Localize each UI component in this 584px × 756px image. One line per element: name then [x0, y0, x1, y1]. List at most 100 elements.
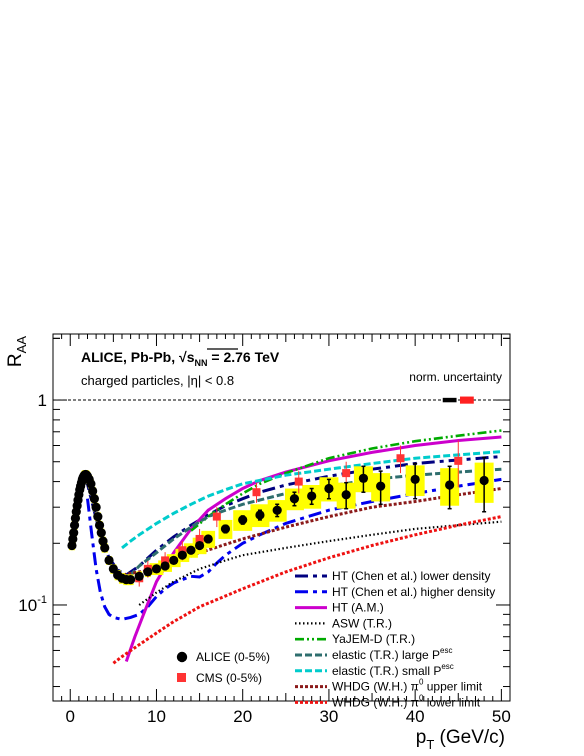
x-tick-label: 50	[492, 707, 511, 726]
alice-point	[255, 510, 265, 520]
y-tick-base: 10	[18, 596, 37, 615]
x-axis-title: pT (GeV/c)	[416, 727, 505, 752]
legend-label-text: WHDG (W.H.) π	[332, 680, 419, 694]
legend-label-text: ASW (T.R.)	[332, 616, 392, 630]
legend-label-suffix: upper limit	[423, 680, 482, 694]
chart-subtitle: charged particles, |η| < 0.8	[81, 373, 234, 388]
x-tick-label: 20	[233, 707, 252, 726]
alice-point	[89, 494, 99, 504]
alice-point	[86, 479, 96, 489]
alice-point	[186, 545, 196, 555]
cms-legend-label: CMS (0-5%)	[196, 671, 262, 685]
alice-point	[134, 571, 144, 581]
alice-point	[307, 491, 317, 501]
alice-point	[126, 574, 136, 585]
legend-label-sup: esc	[441, 662, 453, 671]
alice-point	[69, 520, 80, 530]
cms-point	[342, 469, 351, 478]
theory-legend: HT (Chen et al.) lower density HT (Chen e…	[295, 569, 495, 709]
legend-label-6: elastic (T.R.) small Pesc	[332, 662, 454, 678]
alice-legend-marker	[176, 651, 188, 663]
legend-label-2: HT (A.M.)	[332, 601, 384, 615]
alice-point	[238, 515, 248, 525]
legend-label-text: HT (Chen et al.) higher density	[332, 585, 495, 599]
alice-point	[88, 486, 98, 496]
alice-point	[289, 494, 300, 504]
alice-point	[410, 474, 420, 484]
cms-point	[212, 512, 221, 521]
sqrt-symbol: √	[179, 349, 187, 365]
alice-point	[143, 567, 153, 577]
alice-point	[445, 480, 455, 490]
theory-curve-4	[190, 429, 502, 532]
legend-label-text: elastic (T.R.) large P	[332, 648, 440, 662]
cms-point	[178, 546, 187, 555]
theory-curves	[84, 429, 502, 665]
alice-point	[272, 505, 282, 515]
x-tick-label: 40	[406, 707, 425, 726]
legend-label-1: HT (Chen et al.) higher density	[332, 585, 495, 599]
x-tick-label: 0	[66, 707, 75, 726]
legend-label-text: WHDG (W.H.) π	[332, 695, 419, 709]
norm-uncertainty-label: norm. uncertainty	[409, 370, 502, 384]
alice-series	[67, 456, 489, 585]
alice-point	[91, 502, 101, 512]
legend-label-5: elastic (T.R.) large Pesc	[332, 646, 452, 662]
y-axis: 1 10-1	[18, 337, 510, 688]
legend-label-text: elastic (T.R.) small P	[332, 664, 441, 678]
alice-legend-label: ALICE (0-5%)	[196, 650, 270, 664]
legend-label-sup: 0	[419, 678, 424, 687]
plot-frame	[52, 333, 511, 702]
alice-point	[194, 540, 205, 551]
alice-point	[479, 475, 489, 486]
theory-curve-3	[138, 520, 502, 606]
y-tick-base: 1	[38, 391, 47, 410]
alice-point	[104, 555, 114, 566]
alice-point	[324, 483, 334, 494]
cms-point	[454, 456, 463, 465]
alice-point	[69, 528, 79, 538]
x-tick-label: 30	[319, 707, 338, 726]
data-legend: ALICE (0-5%) CMS (0-5%)	[176, 650, 270, 685]
y-tick-label: 10-1	[18, 594, 47, 615]
alice-point	[220, 524, 231, 534]
alice-point	[341, 490, 351, 500]
y-axis-title: RAA	[5, 336, 29, 367]
cms-point	[252, 488, 261, 497]
legend-label-7: WHDG (W.H.) π0 upper limit	[332, 678, 483, 694]
legend-label-4: YaJEM-D (T.R.)	[332, 632, 415, 646]
alice-systematic-boxes	[68, 462, 494, 586]
alice-point	[177, 550, 187, 560]
cms-point	[161, 556, 170, 565]
alice-point	[376, 481, 386, 491]
legend-label-suffix: lower limit	[423, 695, 480, 709]
x-axis: 0 10 20 30 40 50	[52, 334, 511, 726]
alice-point	[160, 561, 170, 571]
legend-label-text: HT (A.M.)	[332, 601, 384, 615]
alice-point	[94, 520, 105, 530]
y-tick-label: 1	[38, 391, 47, 410]
norm-uncertainty-boxes	[442, 396, 474, 404]
alice-point	[93, 511, 103, 522]
alice-point	[358, 473, 369, 483]
x-tick-label: 10	[147, 707, 166, 726]
legend-label-sup: esc	[440, 646, 452, 655]
norm-box-0	[442, 397, 457, 403]
cms-point	[195, 534, 204, 543]
norm-box-1	[459, 396, 474, 404]
theory-curve-5	[121, 467, 502, 583]
legend-label-text: YaJEM-D (T.R.)	[332, 632, 415, 646]
legend-label-sup: 0	[419, 693, 424, 702]
theory-curve-8	[112, 515, 502, 665]
legend-label-text: HT (Chen et al.) lower density	[332, 569, 491, 583]
alice-point	[100, 543, 110, 553]
alice-point	[169, 555, 179, 566]
cms-point	[294, 477, 303, 486]
y-tick-exponent: -1	[37, 594, 47, 606]
alice-point	[203, 534, 213, 544]
legend-label-8: WHDG (W.H.) π0 lower limit	[332, 693, 481, 709]
theory-curve-1	[86, 477, 502, 621]
chart-title: ALICE, Pb-Pb, √sNN = 2.76 TeV	[81, 349, 280, 368]
cms-legend-marker	[177, 673, 186, 682]
